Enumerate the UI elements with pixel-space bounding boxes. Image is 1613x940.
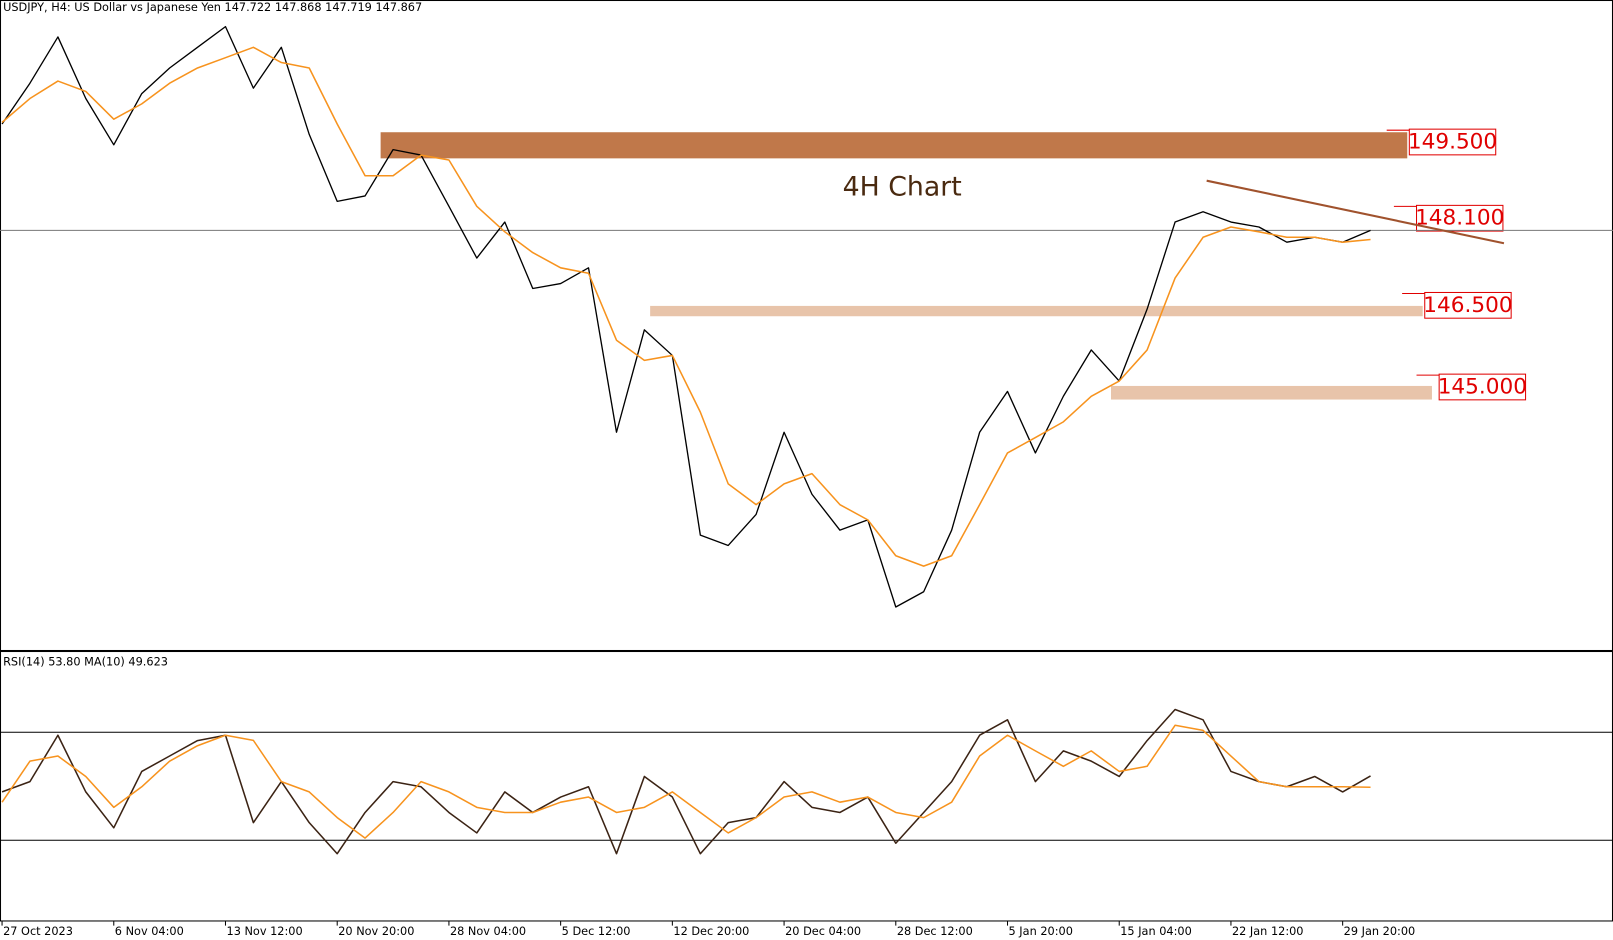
series-line — [1, 25, 1371, 608]
x-tick-label: 15 Jan 04:00 — [1120, 925, 1192, 938]
series-line — [1, 724, 1371, 839]
x-tick-label: 20 Dec 04:00 — [785, 925, 861, 938]
zone — [1110, 385, 1432, 400]
x-tick-label: 13 Nov 12:00 — [227, 925, 303, 938]
level-box — [1424, 291, 1512, 319]
x-tick-label: 20 Nov 20:00 — [338, 925, 414, 938]
x-tick-label: 28 Dec 12:00 — [897, 925, 973, 938]
rsi-title: RSI(14) 53.80 MA(10) 49.623 — [3, 655, 168, 668]
x-tick-label: 6 Nov 04:00 — [115, 925, 184, 938]
level-label: 148.100 — [1415, 206, 1504, 231]
series-line — [1, 46, 1371, 567]
annotation: 4H Chart — [843, 172, 962, 203]
level-box — [1408, 128, 1497, 156]
x-tick-label: 12 Dec 20:00 — [673, 925, 749, 938]
chart-title: USDJPY, H4: US Dollar vs Japanese Yen 14… — [3, 1, 422, 14]
level-box — [1416, 204, 1504, 232]
price-panel — [0, 0, 1613, 652]
x-tick-label: 27 Oct 2023 — [3, 925, 73, 938]
x-tick-label: 22 Jan 12:00 — [1232, 925, 1304, 938]
x-tick-label: 29 Jan 20:00 — [1344, 925, 1416, 938]
level-label: 149.500 — [1408, 130, 1497, 155]
level-label: 145.000 — [1438, 375, 1527, 400]
x-tick-label: 5 Dec 12:00 — [562, 925, 631, 938]
level-label: 146.500 — [1423, 293, 1512, 318]
series-line — [1, 708, 1371, 855]
x-tick-label: 5 Jan 20:00 — [1009, 925, 1073, 938]
x-tick-label: 28 Nov 04:00 — [450, 925, 526, 938]
zone — [380, 132, 1408, 159]
trendline — [1206, 179, 1505, 245]
level-box — [1438, 373, 1527, 401]
zone — [650, 305, 1423, 317]
